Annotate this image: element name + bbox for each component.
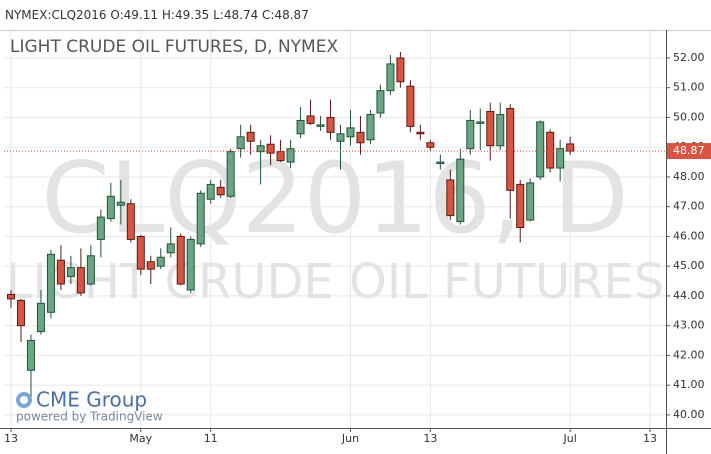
candle-body <box>476 121 485 124</box>
candle-body <box>536 121 545 178</box>
candle-body <box>96 216 105 240</box>
x-tick-label: 13 <box>423 432 437 445</box>
candle-body <box>266 143 275 154</box>
candle-body <box>546 131 555 169</box>
high-label: H: <box>162 8 175 22</box>
candle-body <box>486 111 495 147</box>
candle-body <box>216 186 225 196</box>
close-value: 48.87 <box>274 8 308 22</box>
powered-by: powered by TradingView <box>16 410 163 424</box>
candle-body <box>116 201 125 206</box>
y-tick-label: 43.00 <box>673 319 705 332</box>
candle-body <box>426 142 435 148</box>
open-value: 49.11 <box>124 8 158 22</box>
candles <box>6 52 575 401</box>
candle-body <box>446 179 455 217</box>
candle-body <box>436 161 445 165</box>
candle-body <box>466 119 475 150</box>
candle-body <box>346 127 355 138</box>
candle-body <box>256 145 265 153</box>
candle-body <box>276 151 285 162</box>
candle-body <box>46 253 55 313</box>
symbol: NYMEX:CLQ2016 <box>5 8 107 22</box>
candle-body <box>326 116 335 133</box>
logo: CME Group powered by TradingView <box>16 388 163 424</box>
candle-body <box>176 235 185 285</box>
candle-body <box>296 119 305 135</box>
candle-body <box>206 183 215 200</box>
y-tick-label: 48.00 <box>673 170 705 183</box>
y-tick-label: 47.00 <box>673 200 705 213</box>
logo-text: CME Group <box>36 388 147 412</box>
candle-body <box>26 340 35 371</box>
y-tick-label: 40.00 <box>673 408 705 421</box>
candle-body <box>56 259 65 285</box>
low-label: L: <box>213 8 224 22</box>
candle-body <box>6 293 15 300</box>
y-tick-label: 52.00 <box>673 51 705 64</box>
candle-body <box>526 182 535 221</box>
header: NYMEX:CLQ2016 O:49.11 H:49.35 L:48.74 C:… <box>5 8 309 22</box>
candle-body <box>406 85 415 127</box>
close-label: C: <box>262 8 274 22</box>
candle-body <box>366 113 375 141</box>
chart-title: LIGHT CRUDE OIL FUTURES, D, NYMEX <box>10 37 338 57</box>
candle-body <box>416 131 425 135</box>
candle-body <box>376 90 385 114</box>
x-tick-label: 11 <box>204 432 218 445</box>
candle-body <box>336 133 345 142</box>
candle-body <box>226 151 235 197</box>
candle-body <box>66 267 75 278</box>
x-tick-label: 13 <box>643 432 657 445</box>
candle-body <box>236 136 245 150</box>
last-price-label: 48.87 <box>673 144 705 157</box>
y-tick-label: 50.00 <box>673 110 705 123</box>
candle-body <box>186 238 195 291</box>
candle-body <box>286 148 295 163</box>
candle-body <box>86 255 95 285</box>
y-tick-label: 42.00 <box>673 348 705 361</box>
x-tick-label: 13 <box>4 432 18 445</box>
candle-body <box>456 158 465 223</box>
watermark-subtitle: LIGHT CRUDE OIL FUTURES <box>6 254 665 310</box>
y-tick-label: 51.00 <box>673 81 705 94</box>
candle-body <box>246 131 255 142</box>
x-tick-label: Jul <box>563 432 577 445</box>
candle-body <box>386 63 395 92</box>
open-label: O: <box>110 8 123 22</box>
candle-body <box>106 195 115 220</box>
x-tick-label: May <box>129 432 152 445</box>
candle-body <box>496 113 505 147</box>
low-value: 48.74 <box>224 8 258 22</box>
y-tick-label: 41.00 <box>673 378 705 391</box>
candle-body <box>396 57 405 83</box>
candle-body <box>126 203 135 240</box>
candle-body <box>146 261 155 270</box>
candle-body <box>306 115 315 124</box>
last-price-box <box>667 143 711 160</box>
logo-icon-inner <box>20 396 28 404</box>
candle-body <box>156 256 165 267</box>
y-tick-label: 44.00 <box>673 289 705 302</box>
y-tick-label: 46.00 <box>673 229 705 242</box>
y-tick-label: 45.00 <box>673 259 705 272</box>
header-text: NYMEX:CLQ2016 O:49.11 H:49.35 L:48.74 C:… <box>5 8 309 22</box>
candle-body <box>516 183 525 229</box>
candle-body <box>76 267 85 294</box>
candle-body <box>196 192 205 245</box>
high-value: 49.35 <box>175 8 209 22</box>
candle-body <box>356 131 365 144</box>
candle-body <box>506 108 515 191</box>
x-tick-label: Jun <box>341 432 359 445</box>
candle-body <box>316 124 325 127</box>
candle-body <box>556 148 565 169</box>
candle-body <box>566 143 575 152</box>
candle-body <box>16 299 25 327</box>
candle-body <box>36 302 45 333</box>
candle-body <box>136 235 145 270</box>
candle-body <box>166 243 175 254</box>
